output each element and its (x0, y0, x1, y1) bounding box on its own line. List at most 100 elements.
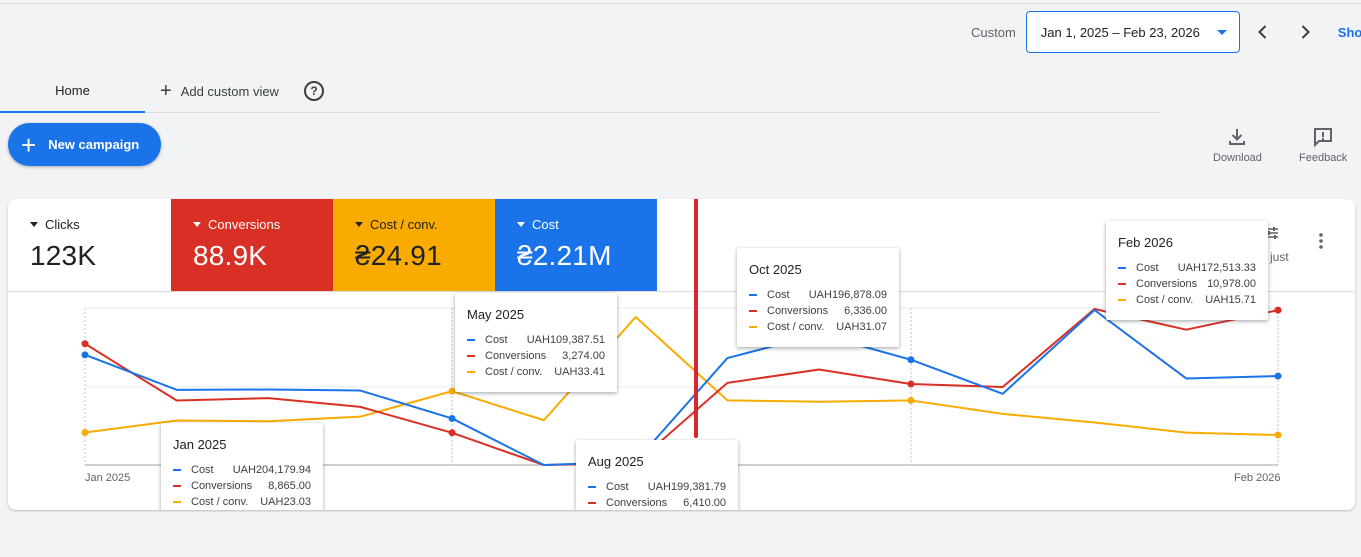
series-line (84, 308, 1279, 466)
series-line (84, 316, 1279, 436)
tooltip-metric-name: Cost / conv. (1136, 294, 1194, 306)
plus-icon: + (160, 80, 172, 102)
tooltip-title: Feb 2026 (1118, 235, 1173, 250)
legend-swatch (588, 486, 596, 488)
data-point (448, 387, 456, 395)
tooltip-metric-name: Cost / conv. (191, 496, 249, 508)
data-point (448, 414, 456, 422)
scorecard-label: Clicks (45, 217, 80, 232)
tooltip-metric-value: UAH33.41 (554, 366, 605, 378)
scorecard-cost[interactable]: Cost ₴2.21M (495, 199, 657, 291)
tooltip-row: Cost UAH204,179.94 (173, 462, 311, 478)
data-point (1274, 431, 1282, 439)
legend-swatch (467, 371, 475, 373)
help-icon[interactable]: ? (304, 81, 324, 101)
download-icon (1229, 129, 1246, 145)
tooltip-metric-name: Cost (606, 481, 629, 493)
new-campaign-button[interactable]: + New campaign (8, 123, 161, 166)
scorecard-value: ₴24.91 (355, 240, 442, 271)
scorecard-value: 88.9K (193, 240, 268, 271)
feedback-button[interactable]: Feedback (1299, 126, 1347, 164)
tooltip-metric-value: 3,274.00 (562, 350, 605, 362)
legend-swatch (173, 501, 181, 503)
series-line (84, 309, 1279, 466)
tooltip-row: Cost / conv. UAH33.41 (467, 364, 605, 380)
tooltip-metric-name: Cost / conv. (767, 321, 825, 333)
scorecard-clicks[interactable]: Clicks 123K (8, 199, 171, 291)
data-point (907, 396, 915, 404)
tooltip-row: Conversions 6,336.00 (749, 303, 887, 319)
show-link[interactable]: Show (1337, 24, 1361, 40)
caret-down-icon (193, 222, 201, 227)
tooltip-metric-name: Conversions (767, 305, 829, 317)
tooltip-metric-name: Cost (767, 289, 790, 301)
add-custom-view-button[interactable]: + Add custom view (160, 70, 279, 113)
performance-card: Clicks 123K Conversions 88.9K Cost / con… (8, 199, 1355, 510)
legend-swatch (1118, 283, 1126, 285)
feedback-icon (1314, 128, 1333, 148)
new-campaign-label: New campaign (48, 137, 140, 152)
date-range-bar: Custom Jan 1, 2025 – Feb 23, 2026 Show (960, 11, 1361, 53)
download-button[interactable]: Download (1213, 126, 1262, 164)
data-point (81, 428, 89, 436)
chart-tooltip: May 2025 Cost UAH109,387.51 Conversions 3,27… (455, 293, 617, 392)
legend-swatch (173, 469, 181, 471)
data-point (1274, 372, 1282, 380)
data-point (1274, 306, 1282, 314)
tooltip-title: Aug 2025 (588, 454, 644, 469)
data-point (907, 380, 915, 388)
legend-swatch (749, 294, 757, 296)
tooltip-metric-value: UAH204,179.94 (232, 464, 311, 476)
chart-tooltip: Oct 2025 Cost UAH196,878.09 Conversions 6,33… (737, 248, 899, 347)
tooltip-metric-name: Conversions (191, 480, 253, 492)
custom-label: Custom (971, 24, 1016, 40)
caret-down-icon (30, 222, 38, 227)
tooltip-metric-value: UAH109,387.51 (526, 334, 605, 346)
legend-swatch (588, 502, 596, 504)
divider (8, 291, 1355, 292)
tooltip-metric-value: 6,410.00 (683, 497, 726, 509)
tooltip-title: May 2025 (467, 307, 525, 322)
tooltip-metric-name: Cost (1136, 262, 1159, 274)
chart-tooltip: Jan 2025 Cost UAH204,179.94 Conversions 8,86… (161, 423, 323, 510)
chart-tooltip: Feb 2026 Cost UAH172,513.33 Conversions 10,9… (1106, 221, 1268, 320)
tooltip-metric-name: Cost (485, 334, 508, 346)
add-custom-view-label: Add custom view (180, 84, 279, 99)
tooltip-metric-value: UAH23.03 (260, 496, 311, 508)
legend-swatch (1118, 267, 1126, 269)
tab-home-label: Home (55, 83, 90, 98)
scorecards: Clicks 123K Conversions 88.9K Cost / con… (8, 199, 657, 291)
view-tabs: Home + Add custom view ? (0, 70, 1160, 113)
tooltip-row: Cost UAH196,878.09 (749, 287, 887, 303)
x-tick-label: Feb 2026 (1234, 472, 1280, 484)
tooltip-metric-value: UAH31.07 (836, 321, 887, 333)
tooltip-row: Conversions 8,865.00 (173, 478, 311, 494)
scorecard-conversions[interactable]: Conversions 88.9K (171, 199, 333, 291)
scorecard-label: Cost (532, 217, 559, 232)
legend-swatch (749, 326, 757, 328)
scorecard-cost-per-conv[interactable]: Cost / conv. ₴24.91 (333, 199, 495, 291)
data-point (448, 429, 456, 437)
more-vert-icon[interactable] (1319, 233, 1323, 249)
caret-down-icon (1216, 30, 1227, 35)
legend-swatch (467, 339, 475, 341)
tooltip-metric-value: 6,336.00 (844, 305, 887, 317)
chevron-left-icon (1257, 25, 1267, 39)
tooltip-row: Cost / conv. UAH15.71 (1118, 292, 1256, 308)
tooltip-metric-name: Cost (191, 464, 214, 476)
top-border (0, 0, 1361, 4)
tooltip-row: Cost UAH199,381.79 (588, 479, 726, 495)
next-period-button[interactable] (1290, 17, 1320, 47)
legend-swatch (1118, 299, 1126, 301)
adjust-icon[interactable] (1264, 225, 1280, 241)
x-tick-label: Jan 2025 (85, 472, 130, 484)
tooltip-metric-name: Conversions (485, 350, 547, 362)
date-range-select[interactable]: Jan 1, 2025 – Feb 23, 2026 (1025, 11, 1240, 53)
tooltip-row: Cost / conv. UAH31.07 (749, 319, 887, 335)
tooltip-row: Cost UAH172,513.33 (1118, 260, 1256, 276)
previous-period-button[interactable] (1248, 17, 1278, 47)
tooltip-row: Conversions 3,274.00 (467, 348, 605, 364)
data-point (907, 356, 915, 364)
tab-home[interactable]: Home (0, 70, 145, 113)
tooltip-row: Cost UAH109,387.51 (467, 332, 605, 348)
